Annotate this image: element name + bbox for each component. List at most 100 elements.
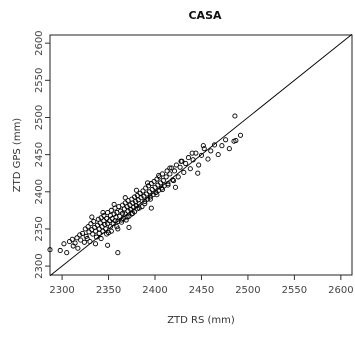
data-point bbox=[85, 224, 91, 230]
data-point bbox=[223, 137, 229, 143]
data-point bbox=[90, 231, 96, 237]
data-point bbox=[152, 184, 158, 190]
data-point bbox=[108, 207, 114, 213]
data-point bbox=[171, 178, 177, 184]
data-point bbox=[115, 250, 121, 256]
data-point bbox=[92, 228, 99, 234]
data-point bbox=[144, 191, 150, 197]
data-point bbox=[100, 210, 106, 216]
data-point bbox=[92, 241, 99, 247]
x-tick-label: 2400 bbox=[142, 285, 167, 296]
data-point bbox=[108, 228, 114, 234]
data-point bbox=[84, 236, 90, 242]
data-point bbox=[189, 150, 195, 156]
data-points bbox=[47, 113, 244, 256]
data-point bbox=[215, 152, 221, 158]
data-point bbox=[124, 214, 130, 220]
data-point bbox=[72, 240, 78, 246]
data-point bbox=[233, 137, 239, 144]
data-point bbox=[195, 170, 201, 176]
data-point bbox=[190, 157, 196, 163]
data-point bbox=[78, 237, 84, 243]
data-point bbox=[158, 180, 164, 186]
data-point bbox=[69, 236, 75, 242]
x-axis-ticks: 2300 2350 2400 2450 2500 2550 2600 bbox=[49, 275, 354, 296]
data-point bbox=[172, 184, 178, 190]
data-point bbox=[171, 168, 178, 174]
data-point bbox=[196, 162, 202, 168]
data-point bbox=[137, 190, 143, 196]
data-point bbox=[173, 162, 179, 168]
y-tick-label: 2600 bbox=[34, 30, 45, 55]
data-point bbox=[205, 156, 211, 162]
data-point bbox=[148, 205, 154, 211]
x-tick-label: 2600 bbox=[328, 285, 353, 296]
data-point bbox=[200, 143, 206, 149]
data-point bbox=[123, 217, 129, 223]
data-point bbox=[74, 235, 80, 241]
data-point bbox=[82, 226, 88, 232]
data-point bbox=[125, 208, 131, 214]
data-point bbox=[61, 241, 67, 247]
data-point bbox=[87, 239, 93, 245]
data-point bbox=[167, 171, 173, 177]
y-tick-label: 2300 bbox=[34, 253, 45, 278]
data-point bbox=[175, 174, 181, 180]
y-tick-label: 2450 bbox=[34, 142, 45, 167]
data-point bbox=[165, 182, 171, 188]
data-point bbox=[145, 180, 151, 186]
data-point bbox=[98, 236, 104, 242]
data-point bbox=[193, 150, 199, 156]
data-point bbox=[79, 230, 86, 236]
data-point bbox=[96, 230, 102, 236]
data-point bbox=[159, 187, 165, 193]
y-tick-label: 2550 bbox=[34, 68, 45, 93]
identity-line bbox=[49, 33, 353, 277]
x-tick-label: 2300 bbox=[49, 285, 74, 296]
data-point bbox=[219, 143, 225, 149]
data-point bbox=[77, 232, 83, 238]
data-point bbox=[156, 172, 162, 178]
data-point bbox=[126, 224, 132, 230]
data-point bbox=[122, 195, 128, 201]
data-point bbox=[104, 231, 110, 237]
data-point bbox=[140, 188, 146, 194]
data-point bbox=[177, 164, 183, 170]
data-point bbox=[154, 192, 160, 198]
data-point bbox=[64, 250, 70, 256]
chart-title: CASA bbox=[188, 9, 222, 22]
data-point bbox=[66, 239, 73, 245]
data-point bbox=[181, 169, 187, 176]
data-point bbox=[142, 201, 148, 207]
data-point bbox=[81, 239, 87, 245]
y-axis-ticks: 2300 2350 2400 2450 2500 2550 2600 bbox=[34, 30, 50, 279]
data-point bbox=[169, 165, 175, 171]
data-point bbox=[114, 224, 120, 230]
data-point bbox=[136, 205, 142, 211]
y-tick-label: 2500 bbox=[34, 105, 45, 130]
x-tick-label: 2500 bbox=[235, 285, 260, 296]
data-point bbox=[146, 189, 152, 195]
data-point bbox=[163, 174, 169, 180]
data-point bbox=[149, 187, 155, 193]
data-point bbox=[232, 113, 238, 119]
data-point bbox=[237, 132, 244, 138]
data-point bbox=[91, 218, 97, 225]
x-tick-label: 2350 bbox=[96, 285, 121, 296]
data-point bbox=[93, 234, 100, 240]
data-point bbox=[119, 210, 126, 216]
data-point bbox=[111, 201, 117, 207]
data-point bbox=[130, 210, 136, 216]
data-point bbox=[139, 204, 145, 210]
data-point bbox=[138, 195, 144, 201]
data-point bbox=[170, 177, 176, 183]
data-point bbox=[133, 187, 139, 193]
data-point bbox=[201, 146, 207, 152]
data-point bbox=[178, 158, 184, 164]
data-point bbox=[183, 160, 189, 167]
data-point bbox=[103, 226, 109, 232]
x-tick-label: 2450 bbox=[189, 285, 214, 296]
data-point bbox=[101, 213, 107, 219]
data-point bbox=[147, 196, 153, 202]
y-tick-label: 2400 bbox=[34, 179, 45, 204]
